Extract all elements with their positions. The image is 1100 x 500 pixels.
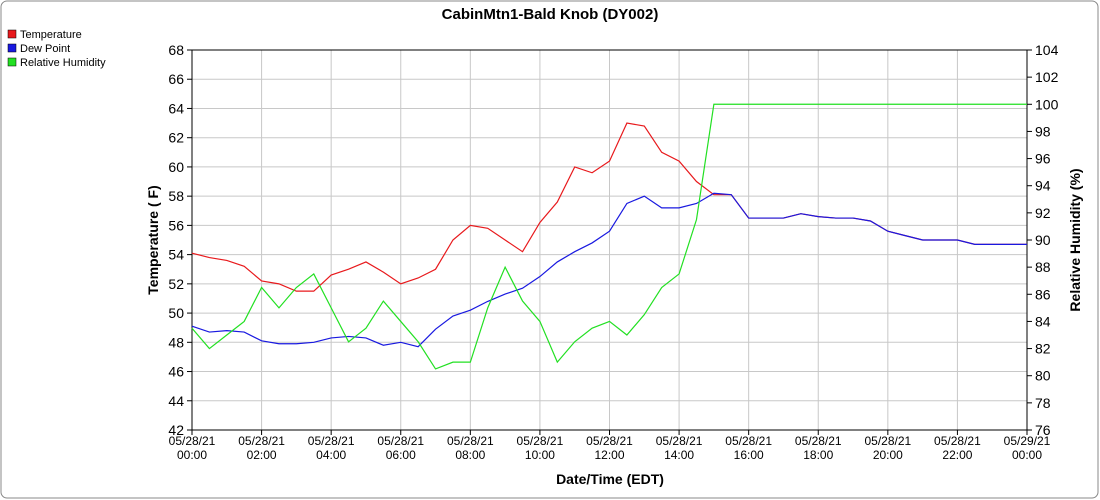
y-tick-label: 42 [168, 422, 184, 438]
x-tick-label: 05/28/21 08:00 [447, 434, 494, 462]
y2-tick-label: 96 [1035, 151, 1051, 167]
x-tick-label: 05/28/21 14:00 [656, 434, 703, 462]
y-tick-label: 56 [168, 217, 184, 233]
y-tick-label: 64 [168, 100, 184, 116]
x-axis-label: Date/Time (EDT) [556, 471, 664, 487]
y-axis-label: Temperature ( F) [145, 185, 161, 294]
legend-swatch [7, 29, 17, 39]
y-tick-label: 66 [168, 71, 184, 87]
y-tick-label: 68 [168, 42, 184, 58]
x-tick-label: 05/29/21 00:00 [1004, 434, 1051, 462]
y-tick-label: 48 [168, 334, 184, 350]
y2-tick-label: 92 [1035, 205, 1051, 221]
chart-title: CabinMtn1-Bald Knob (DY002) [442, 6, 659, 23]
x-tick-label: 05/28/21 22:00 [934, 434, 981, 462]
x-tick-label: 05/28/21 02:00 [238, 434, 285, 462]
y-tick-label: 58 [168, 188, 184, 204]
plot-border [191, 49, 1028, 431]
legend-swatch [7, 43, 17, 53]
y-tick-label: 54 [168, 247, 184, 263]
legend-label: Temperature [20, 29, 82, 41]
y-tick-label: 60 [168, 159, 184, 175]
y2-tick-label: 82 [1035, 341, 1051, 357]
y2-tick-label: 88 [1035, 259, 1051, 275]
legend-swatch [7, 57, 17, 67]
y2-tick-label: 100 [1035, 96, 1059, 112]
legend-label: Dew Point [20, 43, 70, 55]
series-line [191, 103, 1027, 370]
x-tick-label: 05/28/21 16:00 [725, 434, 772, 462]
x-tick-label: 05/28/21 10:00 [517, 434, 564, 462]
y2-tick-label: 90 [1035, 232, 1051, 248]
y2-tick-label: 80 [1035, 368, 1051, 384]
x-tick-label: 05/28/21 20:00 [864, 434, 911, 462]
legend-label: Relative Humidity [20, 57, 106, 69]
y2-tick-label: 98 [1035, 123, 1051, 139]
y-tick-label: 52 [168, 276, 184, 292]
x-tick-label: 05/28/21 06:00 [377, 434, 424, 462]
y-tick-label: 44 [168, 393, 184, 409]
y2-tick-label: 84 [1035, 313, 1051, 329]
y-tick-label: 50 [168, 305, 184, 321]
y-tick-label: 62 [168, 130, 184, 146]
y2-axis-label: Relative Humidity (%) [1067, 168, 1083, 311]
y-tick-label: 46 [168, 364, 184, 380]
y2-tick-label: 78 [1035, 395, 1051, 411]
x-tick-label: 05/28/21 00:00 [169, 434, 216, 462]
x-tick-label: 05/28/21 04:00 [308, 434, 355, 462]
y2-tick-label: 76 [1035, 422, 1051, 438]
y2-tick-label: 102 [1035, 69, 1059, 85]
x-tick-label: 05/28/21 12:00 [586, 434, 633, 462]
series-line [191, 192, 1027, 348]
x-tick-label: 05/28/21 18:00 [795, 434, 842, 462]
y2-tick-label: 94 [1035, 178, 1051, 194]
y2-tick-label: 104 [1035, 42, 1059, 58]
y2-tick-label: 86 [1035, 286, 1051, 302]
